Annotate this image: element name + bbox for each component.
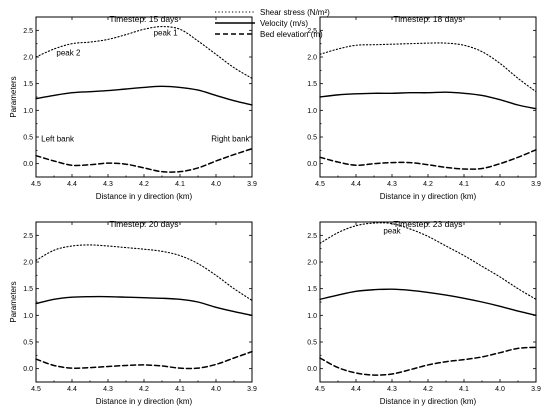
x-axis-title: Distance in y direction (km) (96, 192, 193, 201)
series-line-bed (35, 147, 253, 173)
y-axis-title: Parameters (9, 76, 18, 117)
y-tick-label: 1.0 (307, 313, 317, 320)
x-tick-label: 4.5 (315, 181, 325, 188)
y-tick-label: 2.0 (23, 260, 33, 267)
y-tick-label: 0.0 (23, 366, 33, 373)
series-line-bed (35, 350, 253, 370)
y-axis-title: Parameters (9, 281, 18, 322)
legend-label-velocity: Velocity (m/s) (260, 19, 308, 28)
x-tick-label: 4.5 (315, 386, 325, 393)
series-line-bed (319, 149, 537, 170)
x-tick-label: 4.3 (387, 386, 397, 393)
series-line-shear (35, 26, 253, 79)
x-tick-label: 3.9 (247, 386, 257, 393)
series-line-shear (319, 42, 537, 93)
x-tick-label: 4.2 (423, 181, 433, 188)
y-tick-label: 1.0 (23, 108, 33, 115)
x-tick-label: 4.1 (175, 181, 185, 188)
y-tick-label: 0.0 (23, 161, 33, 168)
annotation: Right bank (211, 134, 250, 143)
annotation: peak (383, 227, 401, 236)
x-tick-label: 4.4 (67, 386, 77, 393)
x-tick-label: 4.1 (459, 386, 469, 393)
x-tick-label: 4.3 (103, 386, 113, 393)
y-tick-label: 0.5 (23, 340, 33, 347)
series-line-velocity (35, 295, 253, 317)
x-tick-label: 4.2 (139, 386, 149, 393)
x-tick-label: 4.2 (423, 386, 433, 393)
x-tick-label: 3.9 (531, 386, 541, 393)
x-tick-label: 4.3 (103, 181, 113, 188)
x-tick-label: 4.5 (31, 386, 41, 393)
legend-label-bed: Bed elevation (m) (260, 30, 323, 39)
x-tick-label: 4.2 (139, 181, 149, 188)
y-tick-label: 2.5 (23, 28, 33, 35)
x-tick-label: 3.9 (531, 181, 541, 188)
legend-item-velocity: Velocity (m/s) (215, 19, 308, 28)
x-tick-label: 3.9 (247, 181, 257, 188)
x-tick-label: 4.0 (495, 386, 505, 393)
y-tick-label: 1.5 (23, 81, 33, 88)
y-tick-label: 2.0 (307, 260, 317, 267)
annotation: peak 2 (56, 48, 81, 57)
annotation: Left bank (41, 134, 75, 143)
x-tick-label: 4.4 (67, 181, 77, 188)
series-line-velocity (319, 288, 537, 317)
x-axis-title: Distance in y direction (km) (380, 192, 477, 201)
y-tick-label: 2.5 (23, 233, 33, 240)
y-tick-label: 0.5 (307, 340, 317, 347)
x-axis-title: Distance in y direction (km) (380, 397, 477, 406)
series-line-velocity (319, 91, 537, 110)
x-tick-label: 4.4 (351, 181, 361, 188)
x-tick-label: 4.1 (175, 386, 185, 393)
series-line-velocity (35, 85, 253, 106)
annotation: peak 1 (154, 29, 179, 38)
y-tick-label: 0.0 (307, 161, 317, 168)
y-tick-label: 0.5 (23, 135, 33, 142)
x-tick-label: 4.0 (211, 386, 221, 393)
y-tick-label: 1.5 (307, 286, 317, 293)
y-tick-label: 1.5 (307, 81, 317, 88)
legend: Shear stress (N/m²) Velocity (m/s) Bed e… (215, 8, 330, 39)
x-axis-title: Distance in y direction (km) (96, 397, 193, 406)
y-tick-label: 1.0 (23, 313, 33, 320)
legend-label-shear: Shear stress (N/m²) (260, 8, 330, 17)
series-line-shear (319, 222, 537, 300)
series-line-bed (319, 346, 537, 376)
y-tick-label: 0.5 (307, 135, 317, 142)
x-tick-label: 4.3 (387, 181, 397, 188)
y-tick-label: 0.0 (307, 366, 317, 373)
y-tick-label: 2.5 (307, 233, 317, 240)
x-tick-label: 4.0 (495, 181, 505, 188)
x-tick-label: 4.5 (31, 181, 41, 188)
x-tick-label: 4.1 (459, 181, 469, 188)
legend-item-bed: Bed elevation (m) (215, 30, 323, 39)
y-tick-label: 1.0 (307, 108, 317, 115)
x-tick-label: 4.4 (351, 386, 361, 393)
y-tick-label: 2.5 (307, 28, 317, 35)
y-tick-label: 2.0 (307, 55, 317, 62)
legend-item-shear: Shear stress (N/m²) (215, 8, 330, 17)
x-tick-label: 4.0 (211, 181, 221, 188)
y-tick-label: 1.5 (23, 286, 33, 293)
y-tick-label: 2.0 (23, 55, 33, 62)
